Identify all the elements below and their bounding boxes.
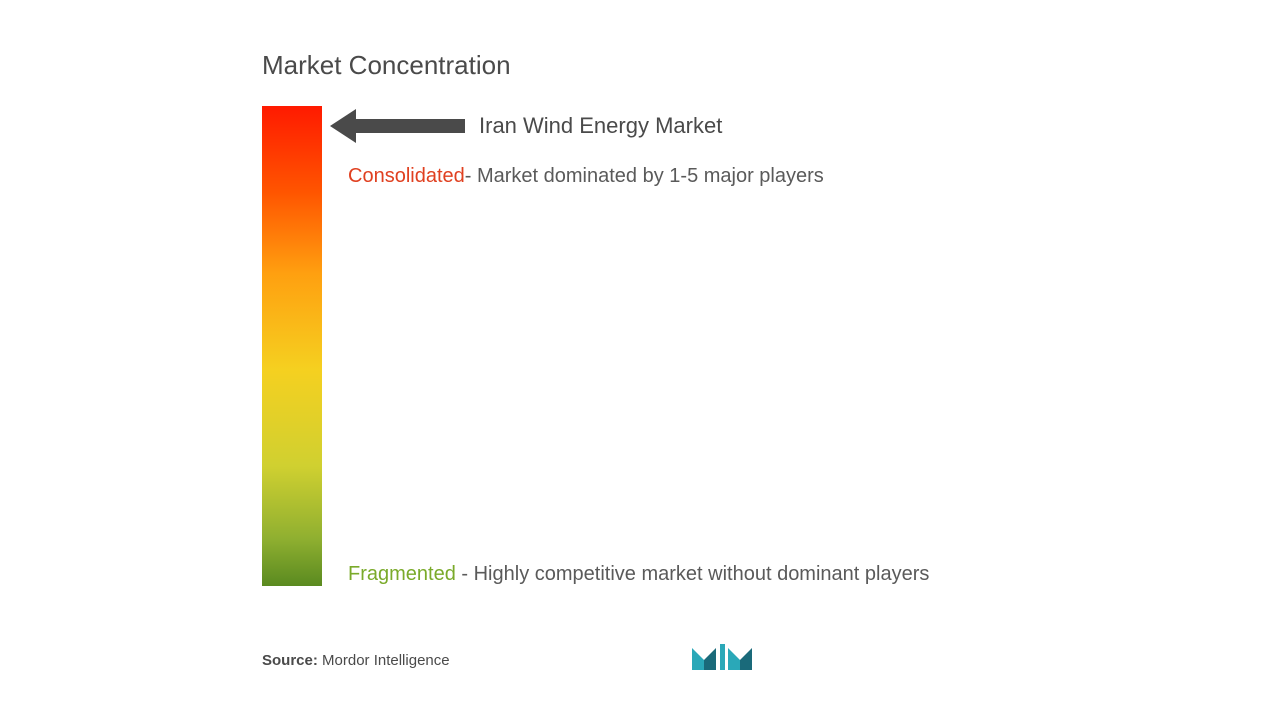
fragmented-description: Fragmented - Highly competitive market w… — [348, 563, 929, 586]
fragmented-label: Fragmented — [348, 563, 456, 585]
consolidated-text: - Market dominated by 1-5 major players — [465, 165, 824, 187]
page-title: Market Concentration — [262, 50, 511, 81]
source-attribution: Source: Mordor Intelligence — [262, 652, 450, 669]
consolidated-label: Consolidated — [348, 165, 465, 187]
market-name-label: Iran Wind Energy Market — [479, 113, 722, 139]
consolidated-description: Consolidated- Market dominated by 1-5 ma… — [348, 165, 824, 188]
source-value: Mordor Intelligence — [318, 652, 450, 669]
source-label: Source: — [262, 652, 318, 669]
arrow-left-icon — [330, 117, 465, 135]
concentration-gradient-bar — [262, 106, 322, 586]
market-pointer: Iran Wind Energy Market — [330, 113, 722, 139]
mordor-logo-icon — [690, 642, 754, 672]
fragmented-text: - Highly competitive market without domi… — [456, 563, 930, 585]
